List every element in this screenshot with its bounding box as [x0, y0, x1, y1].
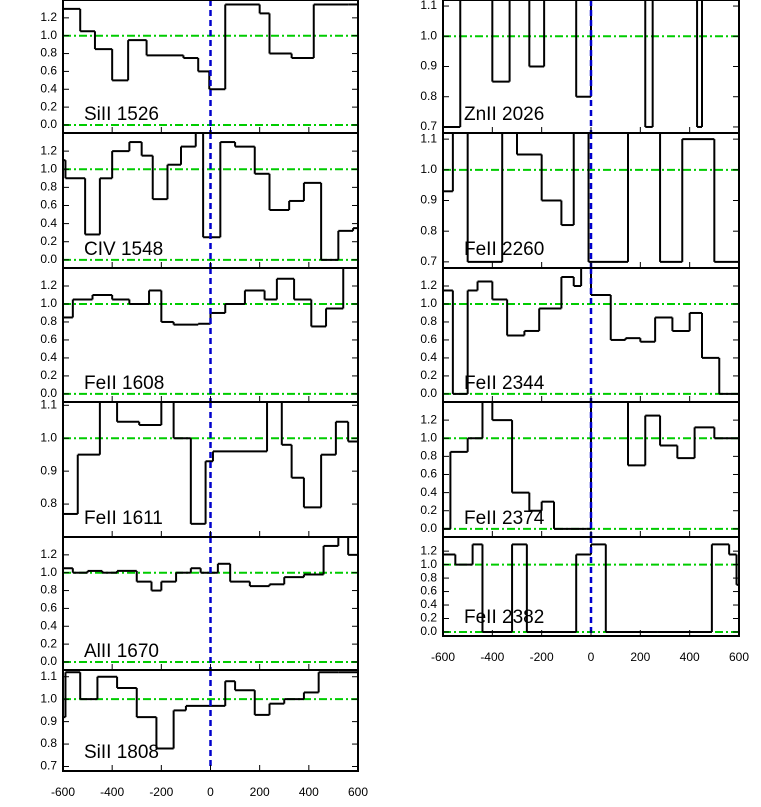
x-tick-label: 0 — [588, 650, 595, 664]
y-tick-label: 0.6 — [420, 467, 437, 481]
y-tick-label: 0.2 — [40, 99, 57, 113]
y-tick-label: 1.0 — [40, 430, 57, 444]
panel — [63, 133, 358, 261]
panel-label: SiII 1808 — [84, 742, 159, 763]
y-tick-label: 1.0 — [420, 296, 437, 310]
y-tick-label: 0.0 — [40, 252, 57, 266]
y-tick-label: 0.0 — [420, 624, 437, 638]
panel-label: FeII 2260 — [464, 239, 544, 260]
y-tick-label: 0.4 — [40, 618, 57, 632]
y-tick-label: 0.8 — [40, 314, 57, 328]
panel-label: ZnII 2026 — [464, 104, 544, 125]
y-tick-label: 0.9 — [40, 714, 57, 728]
y-tick-label: 1.0 — [40, 296, 57, 310]
y-tick-label: 0.4 — [420, 485, 437, 499]
x-tick-label: 600 — [729, 650, 749, 664]
x-tick-label: 200 — [250, 785, 270, 799]
y-tick-label: 0.2 — [40, 636, 57, 650]
y-tick-label: 0.0 — [420, 386, 437, 400]
x-tick-label: -400 — [480, 650, 504, 664]
panel-label: FeII 2382 — [464, 607, 544, 628]
y-tick-label: 0.4 — [40, 81, 57, 95]
y-tick-label: 0.6 — [40, 198, 57, 212]
y-tick-label: 0.6 — [40, 332, 57, 346]
y-tick-label: 0.4 — [40, 350, 57, 364]
y-tick-label: 1.1 — [420, 131, 437, 145]
y-tick-label: 0.4 — [40, 216, 57, 230]
panel-label: FeII 1611 — [84, 508, 163, 529]
panel-label: CIV 1548 — [84, 239, 163, 260]
y-tick-label: 0.8 — [40, 46, 57, 60]
y-tick-label: 1.0 — [40, 161, 57, 175]
y-tick-label: 0.6 — [40, 64, 57, 78]
y-tick-label: 1.2 — [420, 412, 437, 426]
x-tick-label: 400 — [680, 650, 700, 664]
x-tick-label: -600 — [431, 650, 455, 664]
y-tick-label: 0.2 — [40, 368, 57, 382]
x-tick-label: 0 — [207, 785, 214, 799]
panel — [63, 402, 358, 525]
y-tick-label: 0.0 — [40, 386, 57, 400]
y-tick-label: 1.0 — [420, 557, 437, 571]
panel-label: FeII 1608 — [84, 373, 164, 394]
x-tick-label: -200 — [530, 650, 554, 664]
y-tick-label: 1.0 — [40, 28, 57, 42]
y-tick-label: 0.8 — [420, 570, 437, 584]
y-tick-label: 0.0 — [40, 117, 57, 131]
y-tick-label: 0.0 — [40, 654, 57, 668]
y-tick-label: 0.4 — [420, 597, 437, 611]
y-tick-label: 0.7 — [420, 254, 437, 268]
y-tick-label: 1.0 — [40, 691, 57, 705]
y-tick-label: 0.6 — [420, 584, 437, 598]
y-tick-label: 0.2 — [420, 503, 437, 517]
y-tick-label: 0.6 — [40, 601, 57, 615]
y-tick-label: 1.1 — [40, 397, 57, 411]
y-tick-label: 0.8 — [420, 223, 437, 237]
y-tick-label: 0.2 — [420, 368, 437, 382]
y-tick-label: 0.8 — [40, 496, 57, 510]
y-tick-label: 0.9 — [40, 463, 57, 477]
y-tick-label: 0.8 — [40, 583, 57, 597]
y-tick-label: 0.8 — [40, 736, 57, 750]
y-tick-label: 0.9 — [420, 59, 437, 73]
y-tick-label: 1.2 — [40, 10, 57, 24]
y-tick-label: 1.2 — [40, 143, 57, 157]
x-tick-label: 200 — [630, 650, 650, 664]
x-tick-label: -400 — [100, 785, 124, 799]
y-tick-label: 0.8 — [420, 314, 437, 328]
y-tick-label: 0.8 — [420, 449, 437, 463]
y-tick-label: 1.0 — [420, 430, 437, 444]
panel — [443, 133, 739, 263]
y-tick-label: 0.7 — [420, 119, 437, 133]
y-tick-label: 0.2 — [420, 611, 437, 625]
y-tick-label: 1.1 — [420, 0, 437, 12]
panel-label: SiII 1526 — [84, 104, 159, 125]
x-tick-label: 400 — [299, 785, 319, 799]
y-tick-label: 0.7 — [40, 759, 57, 773]
y-tick-label: 1.2 — [420, 278, 437, 292]
x-tick-label: -600 — [51, 785, 75, 799]
y-tick-label: 0.4 — [420, 350, 437, 364]
y-tick-label: 0.8 — [40, 180, 57, 194]
y-tick-label: 0.9 — [420, 193, 437, 207]
y-tick-label: 1.2 — [40, 278, 57, 292]
panel — [443, 402, 739, 530]
panel-label: FeII 2344 — [464, 373, 545, 394]
panel-label: FeII 2374 — [464, 508, 545, 529]
y-tick-label: 1.0 — [40, 565, 57, 579]
x-tick-label: 600 — [348, 785, 368, 799]
y-tick-label: 0.8 — [420, 89, 437, 103]
y-tick-label: 1.2 — [40, 547, 57, 561]
y-tick-label: 0.0 — [420, 521, 437, 535]
y-tick-label: 1.2 — [420, 543, 437, 557]
panel — [63, 671, 358, 750]
y-tick-label: 1.1 — [40, 669, 57, 683]
panel-label: AlII 1670 — [84, 641, 159, 662]
y-tick-label: 0.2 — [40, 234, 57, 248]
y-tick-label: 1.0 — [420, 162, 437, 176]
y-tick-label: 1.0 — [420, 28, 437, 42]
x-tick-label: -200 — [149, 785, 173, 799]
y-tick-label: 0.6 — [420, 332, 437, 346]
